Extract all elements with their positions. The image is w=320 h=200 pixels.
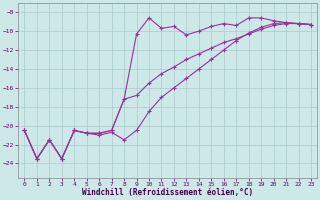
X-axis label: Windchill (Refroidissement éolien,°C): Windchill (Refroidissement éolien,°C) <box>82 188 253 197</box>
